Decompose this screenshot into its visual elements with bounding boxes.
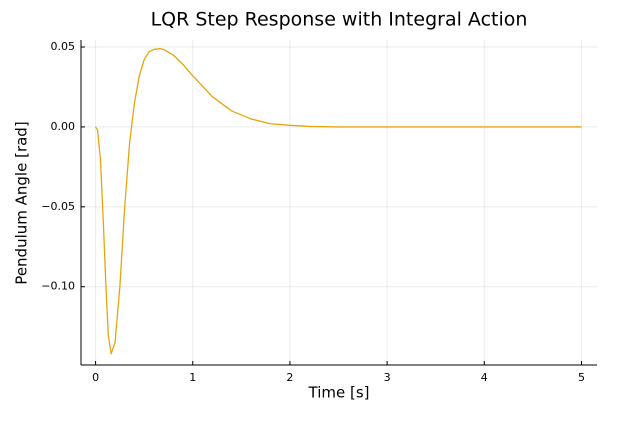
x-tick-label: 2 (286, 371, 293, 384)
y-tick-label: −0.10 (41, 280, 75, 293)
x-tick-label: 4 (481, 371, 488, 384)
line-series (95, 47, 582, 355)
y-tick-label: 0.05 (51, 40, 76, 53)
y-axis-label: Pendulum Angle [rad] (13, 121, 31, 284)
x-tick-label: 3 (384, 371, 391, 384)
x-axis-label: Time [s] (308, 384, 370, 402)
x-tick-label: 5 (578, 371, 585, 384)
y-tick-label: −0.05 (41, 200, 75, 213)
chart-title: LQR Step Response with Integral Action (151, 9, 528, 31)
x-tick-label: 0 (92, 371, 99, 384)
y-tick-label: 0.00 (51, 120, 76, 133)
x-tick-label: 1 (189, 371, 196, 384)
